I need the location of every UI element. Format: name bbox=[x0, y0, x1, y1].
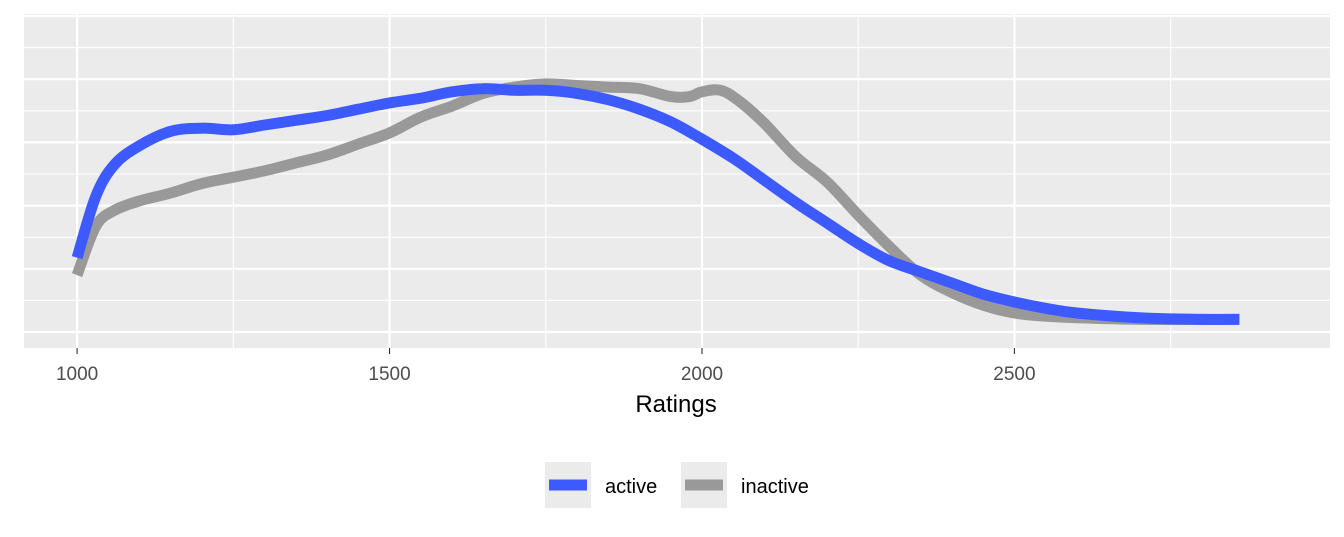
series-line-inactive bbox=[71, 78, 1240, 325]
legend-label-inactive: inactive bbox=[741, 476, 809, 498]
x-tick-label: 1000 bbox=[56, 364, 98, 385]
series-line-active bbox=[71, 83, 1240, 325]
series-lines bbox=[71, 78, 1240, 325]
x-tick-label: 2500 bbox=[993, 364, 1035, 385]
x-axis-ticks bbox=[76, 348, 1015, 354]
x-tick-label: 2000 bbox=[681, 364, 723, 385]
x-axis-tick-labels: 1000 1500 2000 2500 bbox=[56, 364, 1036, 385]
legend-label-active: active bbox=[605, 476, 657, 498]
major-gridlines bbox=[24, 14, 1330, 348]
legend: active inactive bbox=[545, 462, 809, 508]
x-tick-label: 1500 bbox=[368, 364, 410, 385]
x-axis-title: Ratings bbox=[635, 391, 716, 418]
